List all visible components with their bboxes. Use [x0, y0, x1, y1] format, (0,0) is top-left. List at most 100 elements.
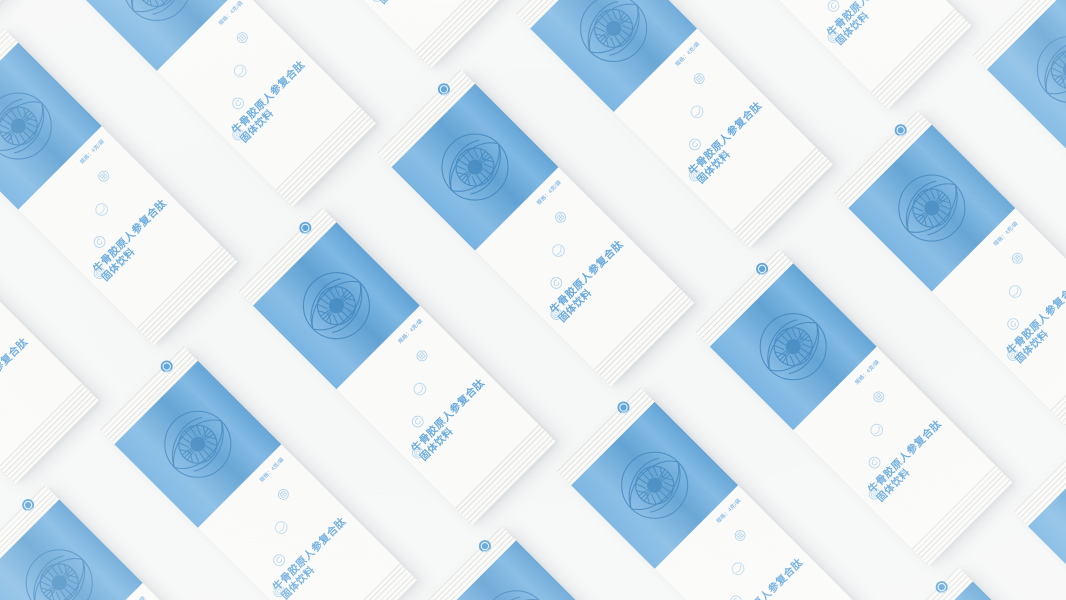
- brand-header-panel: [432, 540, 600, 600]
- badge-group: [940, 217, 1066, 371]
- crescent-circle-badge: [549, 241, 572, 264]
- crescent-circle-badge: [687, 102, 710, 125]
- grid-mark-badge: [870, 388, 891, 409]
- grid-cell: 规格：4克/袋: [377, 14, 764, 401]
- product-sachet[interactable]: 规格：4克/袋: [418, 526, 736, 600]
- grid-mark-badge: [731, 526, 752, 547]
- swirl-circle-badge: [727, 592, 749, 600]
- sachet-body: 规格：4克/袋: [198, 444, 400, 600]
- product-sachet[interactable]: 规格：4克/袋: [377, 69, 695, 387]
- swirl-circle-badge: [229, 94, 251, 116]
- certification-badge-solid: [155, 355, 181, 381]
- concentric-circle-badge: [686, 166, 708, 188]
- badge-group: [165, 0, 319, 150]
- grid-mark-badge: [274, 485, 295, 506]
- badge-group: [761, 0, 915, 53]
- badge-group: [27, 135, 181, 289]
- swirl-circle-badge: [270, 551, 292, 573]
- sachet-body: 规格：4克/袋: [655, 485, 857, 600]
- grid-cell: 规格：4克/袋: [238, 153, 626, 540]
- product-sachet[interactable]: 规格：4克/袋: [0, 28, 238, 346]
- grid-mark-badge: [1008, 249, 1029, 270]
- certification-badge-solid: [294, 217, 320, 243]
- eye-spiral-logo: [580, 0, 648, 63]
- grid-cell: 规格：4克/袋: [654, 0, 1042, 125]
- swirl-circle-badge: [865, 453, 887, 475]
- certification-badge-solid: [612, 396, 638, 422]
- grid-cell: 规格：4克/袋: [557, 333, 944, 600]
- grid-cell: 规格：4克/袋: [695, 194, 1066, 581]
- concentric-circle-badge: [865, 485, 887, 507]
- brand-header-panel: [252, 222, 420, 390]
- grid-mark-badge: [95, 167, 116, 188]
- eye-spiral-logo: [164, 410, 232, 478]
- concentric-circle-badge: [547, 305, 569, 327]
- grid-cell: 规格：4克/袋: [0, 0, 308, 361]
- swirl-circle-badge: [90, 233, 112, 255]
- sachet-body: 规格：4克/袋: [614, 28, 816, 230]
- brand-header-panel: [530, 0, 698, 112]
- sachet-body: 规格：4克/袋: [475, 167, 677, 369]
- concentric-circle-badge: [824, 28, 846, 50]
- eye-spiral-logo: [759, 313, 827, 381]
- crescent-circle-badge: [1005, 282, 1028, 305]
- product-sachet[interactable]: 规格：4克/袋: [654, 0, 972, 110]
- swirl-circle-badge: [547, 274, 569, 296]
- badge-group: [484, 176, 638, 330]
- grid-mark-badge: [551, 208, 572, 229]
- swirl-circle-badge: [686, 135, 708, 157]
- concentric-circle-badge: [409, 444, 431, 466]
- brand-header-panel: [709, 263, 877, 431]
- product-sachet[interactable]: 规格：4克/袋: [59, 0, 377, 207]
- badge-group: [622, 37, 776, 191]
- brand-header-panel: [0, 499, 143, 600]
- product-sachet[interactable]: 规格：4克/袋: [100, 346, 418, 600]
- certification-badge-solid: [889, 119, 915, 145]
- product-sachet[interactable]: 规格：4克/袋: [557, 387, 874, 600]
- crescent-circle-badge: [92, 200, 115, 223]
- grid-mark-badge: [413, 347, 434, 368]
- grid-mark-badge: [233, 28, 254, 49]
- crescent-circle-badge: [867, 420, 890, 443]
- concentric-circle-badge: [90, 264, 112, 286]
- crescent-circle-badge: [271, 518, 294, 541]
- swirl-circle-badge: [1004, 315, 1026, 337]
- product-sachet[interactable]: 规格：4克/袋: [834, 110, 1066, 428]
- concentric-circle-badge: [1004, 346, 1026, 368]
- eye-spiral-logo: [482, 590, 550, 600]
- brand-header-panel: [391, 83, 559, 251]
- product-sachet[interactable]: 规格：4克/袋: [0, 485, 279, 600]
- eye-spiral-logo: [123, 0, 191, 22]
- grid-cell: 规格：4克/袋: [516, 0, 903, 263]
- eye-spiral-logo: [0, 92, 52, 160]
- crescent-circle-badge: [728, 559, 751, 582]
- sachet-body: 规格：4克/袋: [336, 306, 538, 508]
- eye-spiral-logo: [25, 549, 93, 600]
- certification-badge-solid: [930, 576, 956, 600]
- certification-badge-solid: [751, 258, 777, 284]
- product-subtitle: 固体饮料: [378, 0, 456, 8]
- badge-group: [802, 355, 956, 509]
- eye-spiral-logo: [898, 174, 966, 242]
- swirl-circle-badge: [824, 0, 846, 19]
- grid-cell: 规格：4克/袋: [59, 0, 446, 222]
- sachet-body: 规格：4克/袋: [793, 347, 995, 549]
- swirl-circle-badge: [409, 412, 431, 434]
- product-sachet[interactable]: 规格：4克/袋: [695, 249, 1013, 566]
- certification-badge-solid: [474, 535, 500, 561]
- brand-header-panel: [0, 42, 102, 210]
- crescent-circle-badge: [230, 61, 253, 84]
- grid-cell: 规格：4克/袋: [0, 430, 349, 600]
- certification-badge-solid: [17, 494, 43, 520]
- badge-group: [206, 453, 360, 600]
- brand-header-panel: [571, 401, 739, 569]
- sachet-body: 规格：4克/袋: [932, 208, 1066, 410]
- product-sachet[interactable]: 规格：4克/袋: [238, 208, 556, 525]
- grid-cell: 规格：4克/袋: [100, 292, 487, 600]
- eye-spiral-logo: [302, 272, 370, 340]
- grid-cell: 规格：4克/袋: [875, 512, 1066, 600]
- product-sachet[interactable]: 规格：4克/袋: [516, 0, 833, 248]
- sachet-body: 规格：4克/袋: [157, 0, 359, 190]
- brand-header-panel: [73, 0, 241, 71]
